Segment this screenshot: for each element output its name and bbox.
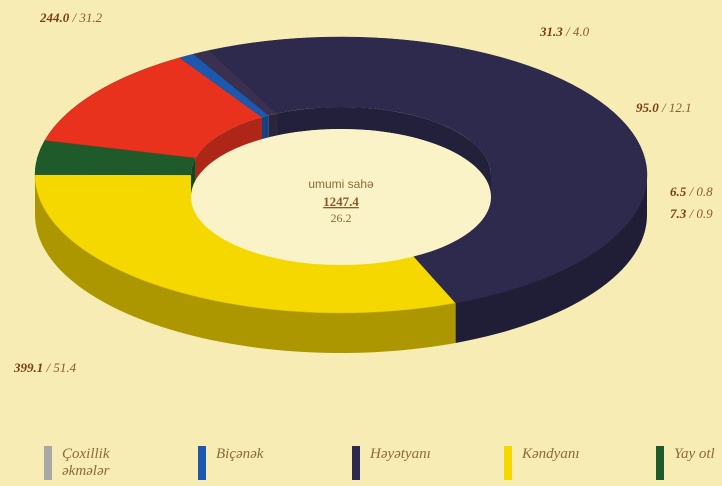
slice-data-label: 95.0 / 12.1 (636, 100, 692, 115)
slice-data-label: 6.5 / 0.8 (670, 184, 713, 199)
donut-side-walls (35, 175, 647, 354)
donut-chart: 244.0 / 31.2 31.3 / 4.0 95.0 / 12.1 6.5 / 0… (13, 10, 713, 375)
slice-data-label: 399.1 / 51.4 (13, 360, 77, 375)
legend-label: Kəndyanı (522, 446, 580, 462)
legend-item-yay-otl: Yay otl (656, 440, 715, 480)
slice-inner-wall (191, 157, 196, 197)
legend-label: Biçənək (216, 446, 264, 462)
slice-inner-wall (195, 117, 262, 180)
slice-data-label: 7.3 / 0.9 (670, 206, 713, 221)
center-label: umumi sahə 1247.4 26.2 (308, 177, 374, 225)
slice-data-label: 31.3 / 4.0 (539, 24, 590, 39)
center-title: umumi sahə (308, 177, 374, 191)
slice-inner-wall (268, 113, 277, 138)
legend-item-heyetyani: Həyətyanı (352, 440, 431, 480)
slice-inner-wall (276, 107, 491, 197)
legend-swatch (198, 446, 206, 480)
donut-hole-floor (191, 129, 491, 265)
slice-side-wall (455, 175, 647, 343)
slice-side-wall (35, 175, 456, 354)
legend-item-kendyani: Kəndyanı (504, 440, 580, 480)
legend-label: Həyətyanı (370, 446, 431, 462)
donut-inner-wall (191, 107, 491, 265)
legend-swatch (44, 446, 52, 480)
slice-labels: 244.0 / 31.2 31.3 / 4.0 95.0 / 12.1 6.5 / 0… (13, 10, 713, 375)
legend: Çoxillik əkmələr Biçənək Həyətyanı Kəndy… (0, 440, 722, 486)
legend-label: Çoxillik əkmələr (62, 446, 110, 479)
legend-swatch (656, 446, 664, 480)
legend-swatch (352, 446, 360, 480)
center-percent: 26.2 (331, 211, 352, 225)
legend-item-bicenek: Biçənək (198, 440, 263, 480)
legend-label: Yay otl (674, 446, 715, 462)
center-total: 1247.4 (323, 194, 359, 209)
slice-data-label: 244.0 / 31.2 (39, 10, 103, 25)
legend-item-coxillik: Çoxillik əkmələr (44, 440, 110, 480)
slice-inner-wall (261, 115, 269, 140)
legend-swatch (504, 446, 512, 480)
